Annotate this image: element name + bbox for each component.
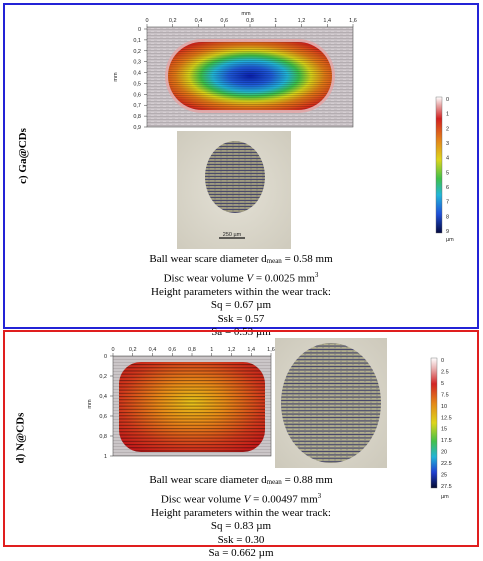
panel-d-colorbar-tick: 22.5: [441, 461, 452, 467]
panel-d-map-x-tick: 1,2: [228, 347, 236, 353]
panel-d-map-y-tick: 0,8: [99, 434, 107, 440]
panel-d-map-y-tick: 0: [104, 354, 107, 360]
panel-c-colorbar: 0 1 2 3 4 5 6 7 8 9 µm: [435, 96, 454, 243]
panel-d-colorbar-tick: 17.5: [441, 438, 452, 444]
panel-d-colorbar-unit: µm: [441, 494, 449, 500]
panel-d-caption-heading: Height parameters within the wear track:: [151, 506, 331, 519]
panel-c-map-y-tick: 0,1: [133, 38, 141, 44]
panel-c-height-map: 0 0,2 0,4 0,6 0,8 1 1,2 1,4 1,6 0 0,1 0,2 0,3 0,4 0,5…: [113, 11, 357, 131]
panel-d-map-x-tick: 0,2: [129, 347, 137, 353]
panel-d-map-x-tick: 0,8: [188, 347, 196, 353]
panel-c-map-y-tick: 0,2: [133, 49, 141, 55]
panel-d-colorbar-tick: 5: [441, 381, 444, 387]
panel-c-colorbar-tick: 4: [446, 156, 449, 162]
panel-d-caption-diameter: Ball wear scare diameter dmean = 0.88 mm: [149, 474, 333, 486]
panel-d-map-x-tick: 1: [210, 347, 213, 353]
panel-c-ga-cds: c) Ga@CDs 0 0,: [3, 3, 479, 338]
panel-d-colorbar-tick: 12.5: [441, 415, 452, 421]
panel-c-map-x-tick: 0,8: [246, 18, 254, 24]
panel-c-map-x-unit: mm: [241, 11, 251, 17]
panel-d-colorbar-tick: 0: [441, 358, 444, 364]
panel-c-colorbar-tick: 2: [446, 126, 449, 132]
panel-c-map-x-tick: 1: [274, 18, 277, 24]
panel-c-map-y-tick: 0,9: [133, 125, 141, 131]
panel-d-caption-sa: Sa = 0.662 µm: [208, 547, 274, 560]
panel-d-colorbar-tick: 25: [441, 473, 447, 479]
panel-d-map-x-tick: 0,4: [149, 347, 157, 353]
panel-c-map-y-tick: 0,8: [133, 114, 141, 120]
panel-c-map-y-tick: 0: [138, 27, 141, 33]
panel-d-colorbar-tick: 27.5: [441, 484, 452, 490]
panel-c-caption: Ball wear scare diameter dmean = 0.58 mm…: [5, 253, 477, 340]
panel-c-colorbar-tick: 1: [446, 112, 449, 118]
panel-d-micrograph: [275, 338, 387, 468]
panel-c-map-x-tick: 0,4: [195, 18, 203, 24]
panel-d-colorbar-tick: 7.5: [441, 392, 449, 398]
panel-c-map-x-tick: 0,6: [220, 18, 228, 24]
panel-c-caption-heading: Height parameters within the wear track:: [151, 285, 331, 298]
panel-d-n-cds: d) N@CDs 0 0,2 0,4 0,6 0,8 1 1,2 1,4 1,6 0 0,2 0,4…: [3, 330, 479, 559]
panel-c-caption-diameter: Ball wear scare diameter dmean = 0.58 mm: [149, 253, 333, 265]
panel-d-colorbar-tick: 2.5: [441, 369, 449, 375]
panel-d-map-y-tick: 0,4: [99, 394, 107, 400]
panel-c-scale-bar-label: 250 µm: [223, 232, 242, 238]
panel-c-colorbar-tick: 3: [446, 141, 449, 147]
panel-d-colorbar-tick: 20: [441, 450, 447, 456]
panel-c-map-y-tick: 0,3: [133, 60, 141, 66]
panel-d-height-map: 0 0,2 0,4 0,6 0,8 1 1,2 1,4 1,6 0 0,2 0,4 0,6 0,8 1 m…: [87, 347, 275, 460]
panel-c-caption-sq: Sq = 0.67 µm: [210, 299, 272, 312]
panel-c-colorbar-tick: 5: [446, 170, 449, 176]
panel-c-map-y-unit: mm: [113, 72, 119, 82]
panel-c-map-x-tick: 1,4: [323, 18, 331, 24]
panel-c-colorbar-tick: 7: [446, 200, 449, 206]
panel-c-colorbar-tick: 8: [446, 214, 449, 220]
panel-c-colorbar-unit: µm: [446, 237, 454, 243]
panel-c-map-x-tick: 1,2: [298, 18, 306, 24]
panel-d-map-x-tick: 0,6: [168, 347, 176, 353]
panel-d-map-y-tick: 0,6: [99, 414, 107, 420]
panel-c-map-x-tick: 0,2: [169, 18, 177, 24]
panel-d-map-x-tick: 0: [111, 347, 114, 353]
panel-c-map-y-tick: 0,6: [133, 92, 141, 98]
panel-d-colorbar: 0 2.5 5 7.5 10 12.5 15 17.5 20 22.5 25 27.5 µm: [430, 357, 452, 500]
panel-c-colorbar-tick: 0: [446, 97, 449, 103]
panel-d-caption-sq: Sq = 0.83 µm: [210, 520, 272, 533]
panel-d-map-y-tick: 0,2: [99, 374, 107, 380]
panel-d-map-y-tick: 1: [104, 454, 107, 460]
panel-c-colorbar-tick: 9: [446, 229, 449, 235]
panel-d-colorbar-tick: 10: [441, 404, 447, 410]
panel-d-map-x-tick: 1,4: [247, 347, 255, 353]
panel-d-map-y-unit: mm: [87, 399, 93, 409]
panel-c-map-y-tick: 0,7: [133, 103, 141, 109]
panel-c-caption-sa: Sa = 0.53 µm: [211, 326, 271, 339]
panel-d-caption: Ball wear scare diameter dmean = 0.88 mm…: [5, 474, 477, 561]
panel-c-colorbar-tick: 6: [446, 185, 449, 191]
panel-d-caption-ssk: Ssk = 0.30: [217, 533, 265, 546]
panel-d-map-x-tick: 1,6: [267, 347, 275, 353]
panel-c-caption-ssk: Ssk = 0.57: [217, 312, 265, 325]
panel-c-map-y-tick: 0,5: [133, 81, 141, 87]
panel-c-map-x-tick: 0: [145, 18, 148, 24]
panel-d-caption-volume: Disc wear volume V = 0.00497 mm3: [160, 491, 322, 506]
panel-c-micrograph: 250 µm: [177, 131, 291, 249]
panel-c-map-y-tick: 0,4: [133, 71, 141, 77]
panel-c-caption-volume: Disc wear volume V = 0.0025 mm3: [163, 270, 319, 285]
panel-d-colorbar-tick: 15: [441, 427, 447, 433]
panel-c-map-x-tick: 1,6: [349, 18, 357, 24]
